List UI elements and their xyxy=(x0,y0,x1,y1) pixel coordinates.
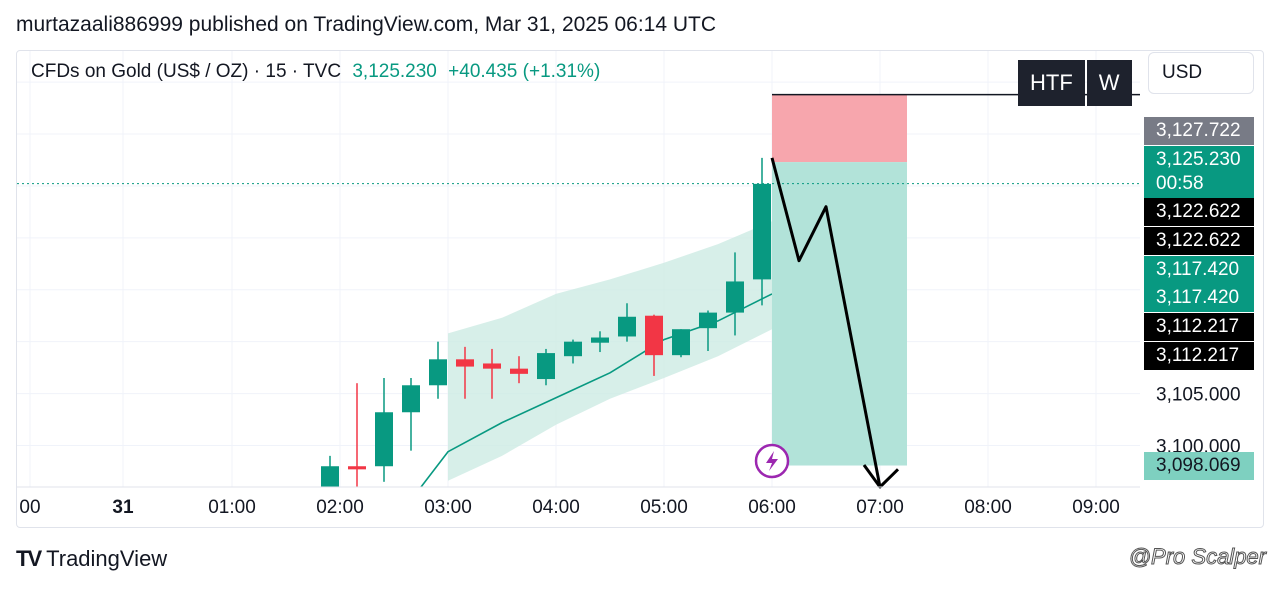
weekly-label[interactable]: W xyxy=(1086,60,1132,106)
current-price-value: 3,125.230 xyxy=(1156,149,1241,170)
candle-body xyxy=(483,363,501,369)
candle-body xyxy=(510,368,528,374)
time-tick-label: 07:00 xyxy=(856,497,904,518)
chart-frame xyxy=(16,50,1264,528)
level-label-3: 3,117.420 xyxy=(1144,256,1254,284)
price-tick-label: 3,105.000 xyxy=(1156,385,1241,406)
level-label-2: 3,122.622 xyxy=(1144,227,1254,255)
target-price-label: 3,098.069 xyxy=(1144,452,1254,480)
candle-body xyxy=(618,316,636,337)
candle-body xyxy=(726,281,744,313)
time-tick-label: 02:00 xyxy=(316,497,364,518)
time-tick-label: 04:00 xyxy=(532,497,580,518)
level-label-5: 3,112.217 xyxy=(1144,313,1254,341)
candle-body xyxy=(456,359,474,367)
author-watermark: @Pro Scalper xyxy=(1128,544,1266,570)
level-label-6: 3,112.217 xyxy=(1144,342,1254,370)
bar-countdown: 00:58 xyxy=(1156,173,1204,194)
time-tick-label: 05:00 xyxy=(640,497,688,518)
time-tick-label: 03:00 xyxy=(424,497,472,518)
projection-arrow xyxy=(770,157,900,489)
currency-button[interactable]: USD xyxy=(1148,52,1254,94)
time-tick-label: 00 xyxy=(19,497,40,518)
channel-band xyxy=(448,221,772,481)
candle-body xyxy=(348,466,366,470)
symbol-legend: CFDs on Gold (US$ / OZ) · 15 · TVC 3,125… xyxy=(31,61,600,83)
candle-body xyxy=(429,359,447,386)
brand-name: TradingView xyxy=(46,546,168,571)
candle-body xyxy=(321,466,339,487)
symbol-name: CFDs on Gold (US$ / OZ) · 15 · TVC xyxy=(31,61,342,82)
candle-body xyxy=(537,353,555,380)
level-label-1: 3,122.622 xyxy=(1144,198,1254,226)
symbol-price: 3,125.230 xyxy=(352,61,437,82)
candle-body xyxy=(564,341,582,357)
candle-body xyxy=(753,183,771,280)
candle-body xyxy=(645,315,663,356)
take-profit-zone xyxy=(772,162,907,466)
publish-header: murtazaali886999 published on TradingVie… xyxy=(16,13,717,36)
candle-body xyxy=(672,329,690,356)
candle-body xyxy=(591,337,609,343)
time-tick-label: 08:00 xyxy=(964,497,1012,518)
tradingview-logo-icon: TV xyxy=(16,546,42,571)
arrowhead xyxy=(862,464,882,488)
timeframe-box: HTF W xyxy=(1018,60,1132,106)
time-tick-label: 06:00 xyxy=(748,497,796,518)
symbol-change: +40.435 (+1.31%) xyxy=(448,61,601,82)
htf-label[interactable]: HTF xyxy=(1018,60,1085,106)
lightning-bolt xyxy=(766,451,778,471)
stop-loss-zone xyxy=(772,94,907,163)
tradingview-brand: TV TradingView xyxy=(16,546,167,572)
level-label-4: 3,117.420 xyxy=(1144,284,1254,312)
current-price-label: 3,125.230 00:58 xyxy=(1144,146,1254,198)
stop-price-label: 3,127.722 xyxy=(1144,117,1254,145)
time-tick-label: 09:00 xyxy=(1072,497,1120,518)
candle-body xyxy=(699,312,717,329)
time-tick-label: 31 xyxy=(112,497,134,518)
time-tick-label: 01:00 xyxy=(208,497,256,518)
candle-body xyxy=(402,385,420,413)
candle-body xyxy=(375,412,393,467)
